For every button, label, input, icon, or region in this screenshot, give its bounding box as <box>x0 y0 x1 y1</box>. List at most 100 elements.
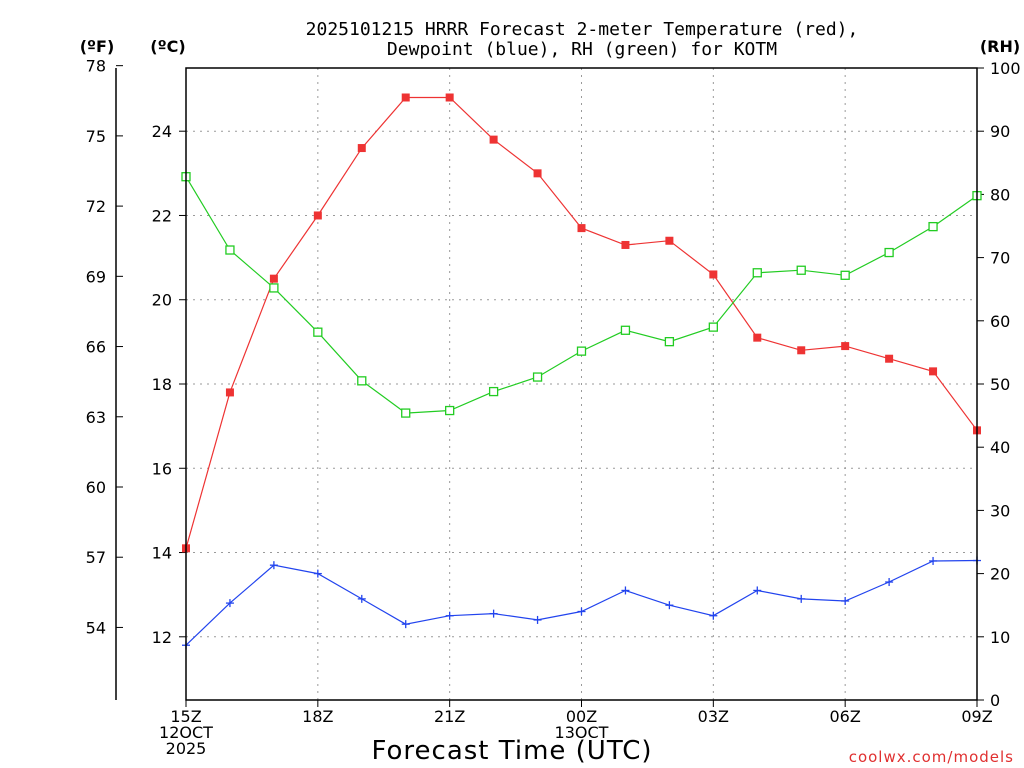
watermark: coolwx.com/models <box>849 748 1014 766</box>
rh-tick-label: 0 <box>990 691 1000 710</box>
rh-point <box>269 283 279 293</box>
rh-point <box>752 268 762 278</box>
rh-point <box>576 346 587 356</box>
rh-tick-label: 50 <box>990 375 1010 394</box>
plot-frame <box>185 67 978 701</box>
celsius-unit-label: (ºC) <box>150 37 185 56</box>
dewpoint-point <box>709 611 718 620</box>
time-tick-label: 13OCT <box>555 723 609 742</box>
dewpoint-point <box>797 594 806 603</box>
chart-title-line-1: 2025101215 HRRR Forecast 2-meter Tempera… <box>306 19 859 40</box>
gridlines <box>186 68 977 700</box>
celsius-tick-label: 24 <box>152 122 172 141</box>
rh-tick-label: 30 <box>990 501 1010 520</box>
chart-title-line-2: Dewpoint (blue), RH (green) for KOTM <box>387 39 777 60</box>
x-axis-label: Forecast Time (UTC) <box>371 736 652 766</box>
temperature-point <box>885 354 894 363</box>
temperature-point <box>753 333 762 342</box>
dewpoint-point <box>841 596 850 605</box>
celsius-tick-label: 16 <box>152 459 172 478</box>
celsius-tick-label: 12 <box>152 628 172 647</box>
time-tick-label: 09Z <box>961 707 992 726</box>
rh-point <box>488 386 499 397</box>
temperature-point <box>841 342 850 351</box>
fahrenheit-tick-label: 69 <box>86 267 106 286</box>
dewpoint-point <box>269 561 278 570</box>
dewpoint-point <box>313 569 322 578</box>
temperature-point <box>621 240 630 249</box>
time-tick-label: 12OCT <box>159 723 213 742</box>
rh-point <box>708 322 718 332</box>
celsius-tick-label: 18 <box>152 375 172 394</box>
temperature-point <box>533 169 542 178</box>
rh-tick-label: 80 <box>990 185 1010 204</box>
rh-point <box>357 376 367 386</box>
dewpoint-point <box>621 586 630 595</box>
fahrenheit-tick-label: 60 <box>86 478 106 497</box>
rh-point <box>664 337 675 347</box>
temperature-point <box>445 93 454 102</box>
celsius-axis: 12 14 16 18 20 22 24 <box>152 122 186 647</box>
temperature-point <box>313 211 322 220</box>
time-tick-label: 18Z <box>302 707 333 726</box>
rh-point <box>928 221 938 232</box>
temperature-point <box>665 236 674 245</box>
rh-unit-label: (RH) <box>980 37 1020 56</box>
celsius-tick-label: 22 <box>152 206 172 225</box>
fahrenheit-tick-label: 54 <box>86 618 106 637</box>
dewpoint-point <box>357 594 366 603</box>
series-layer <box>181 93 982 650</box>
fahrenheit-tick-label: 72 <box>86 197 106 216</box>
time-tick-label: 00Z <box>566 707 597 726</box>
fahrenheit-tick-label: 75 <box>86 127 106 146</box>
dewpoint-point <box>929 556 938 565</box>
rh-point <box>796 265 806 275</box>
time-tick-label: 03Z <box>698 707 729 726</box>
temperature-point <box>269 274 278 283</box>
fahrenheit-tick-label: 63 <box>86 408 106 427</box>
celsius-tick-label: 14 <box>152 544 172 563</box>
rh-point <box>840 270 850 280</box>
dewpoint-point <box>753 586 762 595</box>
fahrenheit-tick-label: 57 <box>86 548 106 567</box>
temperature-point <box>225 388 234 397</box>
dewpoint-point <box>885 578 894 587</box>
rh-tick-label: 20 <box>990 565 1010 584</box>
rh-tick-label: 40 <box>990 438 1010 457</box>
rh-point <box>445 405 455 416</box>
rh-point <box>225 245 235 255</box>
dewpoint-point <box>533 615 542 624</box>
celsius-tick-label: 20 <box>152 291 172 310</box>
rh-point <box>401 408 411 418</box>
temperature-point <box>929 367 938 376</box>
temperature-point <box>577 224 586 233</box>
rh-tick-label: 60 <box>990 312 1010 331</box>
fahrenheit-unit-label: (ºF) <box>80 37 115 56</box>
temperature-point <box>797 346 806 355</box>
rh-tick-label: 100 <box>990 59 1021 78</box>
rh-point <box>620 325 631 335</box>
time-tick-label: 2025 <box>166 739 207 758</box>
dewpoint-point <box>577 607 586 616</box>
temperature-point <box>709 270 718 279</box>
rh-tick-label: 90 <box>990 122 1010 141</box>
fahrenheit-tick-label: 66 <box>86 338 106 357</box>
rh-point <box>313 327 323 337</box>
fahrenheit-tick-label: 78 <box>86 57 106 76</box>
time-tick-label: 06Z <box>830 707 861 726</box>
rh-tick-label: 10 <box>990 628 1010 647</box>
rh-point <box>532 372 543 382</box>
dewpoint-point <box>225 599 234 608</box>
temperature-point <box>357 144 366 153</box>
dewpoint-point <box>665 601 674 610</box>
dewpoint-point <box>445 611 454 620</box>
rh-tick-label: 70 <box>990 249 1010 268</box>
time-tick-label: 21Z <box>434 707 465 726</box>
temperature-point <box>401 93 410 102</box>
fahrenheit-axis: 54 57 60 63 66 69 72 75 78 <box>86 57 123 637</box>
temperature-point <box>489 135 498 144</box>
rh-point <box>884 247 894 258</box>
